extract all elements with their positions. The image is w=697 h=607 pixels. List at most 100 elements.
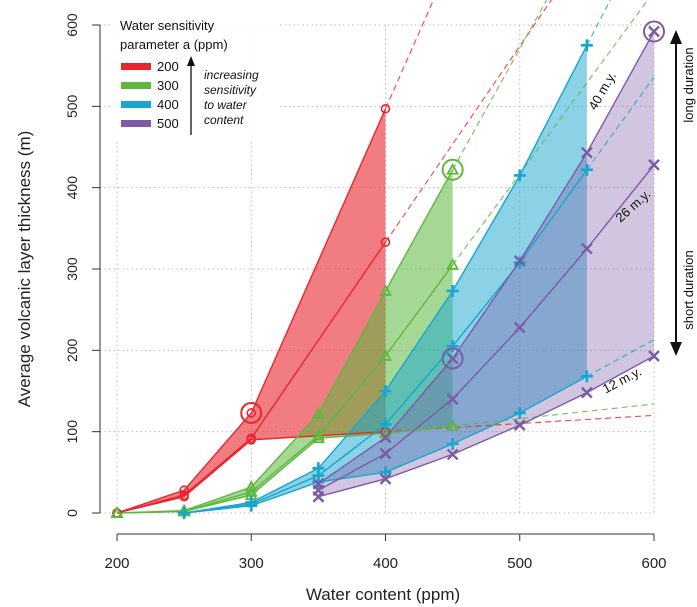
marker-triangle (311, 406, 325, 419)
marker-circle (179, 485, 189, 496)
marker-x (312, 490, 325, 503)
y-tick-label: 400 (64, 176, 80, 200)
marker-x (513, 419, 526, 432)
x-tick-label: 600 (641, 555, 666, 572)
extrapolation-line-400 (586, 0, 611, 46)
marker-circle (380, 103, 391, 114)
extrapolation-line-200 (384, 0, 435, 110)
marker-plus (446, 437, 459, 450)
axes: 0 100 200 300 400 500 600 200 300 400 500 600 Water … (15, 13, 667, 604)
marker-plus (379, 385, 392, 397)
marker-x (379, 472, 392, 485)
legend-note: to water (204, 98, 248, 112)
series-line-500-40 (318, 31, 655, 485)
extrapolation-line-300 (452, 0, 548, 171)
x-tick-label: 200 (104, 555, 129, 572)
extrapolation-lines (384, 0, 655, 433)
series-line-500-26 (318, 164, 655, 491)
data-markers (110, 25, 660, 519)
series-line-200-40 (116, 108, 387, 514)
series-line-300-12 (116, 425, 453, 514)
legend-title: Water sensitivity (120, 18, 215, 33)
marker-plus (513, 169, 526, 182)
y-tick-label: 0 (64, 509, 80, 517)
marker-x (581, 242, 593, 255)
x-tick-label: 500 (507, 555, 532, 572)
legend-entry: 300 (157, 78, 179, 93)
legend-entry: 500 (157, 116, 179, 131)
short-duration-label: short duration (681, 250, 696, 330)
marker-x (446, 448, 459, 461)
marker-triangle (446, 162, 460, 175)
marker-x (446, 352, 459, 365)
legend: Water sensitivity parameter a (ppm) 200 300… (113, 14, 278, 142)
extrapolation-line-300 (452, 403, 655, 427)
marker-triangle (446, 419, 460, 431)
marker-circle (179, 491, 189, 502)
marker-plus (580, 39, 593, 52)
marker-triangle (446, 258, 460, 270)
marker-circle (246, 434, 257, 445)
marker-plus (446, 340, 459, 353)
legend-swatch (121, 63, 151, 70)
arrow-head-down (670, 342, 682, 356)
series-line-200-26 (116, 241, 387, 514)
legend-entry: 200 (157, 59, 179, 74)
marker-x (446, 393, 459, 405)
marker-x (648, 159, 660, 171)
extrapolation-line-300 (452, 0, 649, 266)
y-tick-label: 600 (64, 13, 80, 37)
x-axis-label: Water content (ppm) (306, 585, 460, 604)
marker-plus (245, 499, 258, 512)
marker-x (513, 321, 526, 334)
marker-triangle (311, 428, 325, 441)
marker-plus (446, 284, 459, 297)
marker-plus (580, 370, 593, 383)
series-line-500-12 (318, 355, 655, 498)
marker-x (648, 350, 660, 362)
marker-x (379, 447, 392, 460)
marker-x (581, 386, 593, 399)
extrapolation-line-400 (586, 339, 655, 377)
x-tick-label: 400 (373, 555, 398, 572)
arrow-head-up (670, 30, 682, 44)
marker-x (513, 255, 526, 267)
y-tick-label: 200 (64, 338, 80, 362)
series-fill-200 (117, 108, 386, 514)
legend-swatch (121, 82, 151, 89)
marker-triangle (378, 284, 393, 296)
marker-triangle (110, 506, 124, 518)
marker-plus (580, 163, 593, 176)
marker-triangle (311, 431, 325, 444)
long-duration-label: long duration (681, 47, 696, 122)
marker-plus (379, 418, 392, 431)
y-tick-label: 500 (64, 94, 80, 118)
marker-x (581, 146, 593, 159)
marker-plus (513, 406, 526, 419)
x-tick-label: 300 (239, 555, 264, 572)
highlight-circle (441, 158, 464, 181)
annotations: 40 m.y.26 m.y.12 m.y.long durationshort … (585, 30, 696, 396)
marker-triangle (244, 484, 258, 497)
legend-note: sensitivity (204, 83, 257, 97)
legend-swatch (121, 101, 151, 108)
legend-swatch (121, 120, 151, 127)
legend-entry: 400 (157, 97, 179, 112)
legend-note: content (204, 113, 244, 127)
highlight-circle (441, 347, 464, 370)
legend-arrow-head (187, 56, 195, 66)
y-axis-label: Average volcanic layer thickness (m) (15, 131, 34, 408)
series-fills (117, 31, 654, 514)
marker-x (648, 25, 660, 38)
marker-triangle (378, 349, 393, 361)
marker-circle (246, 408, 257, 418)
marker-x (379, 431, 392, 444)
legend-title-2: parameter a (ppm) (120, 37, 228, 52)
y-tick-label: 100 (64, 420, 80, 444)
extrapolation-line-400 (586, 76, 655, 171)
highlight-circle (240, 401, 263, 424)
marker-circle (380, 237, 391, 247)
series-fill-400 (184, 45, 587, 514)
series-fill-500 (318, 31, 654, 497)
